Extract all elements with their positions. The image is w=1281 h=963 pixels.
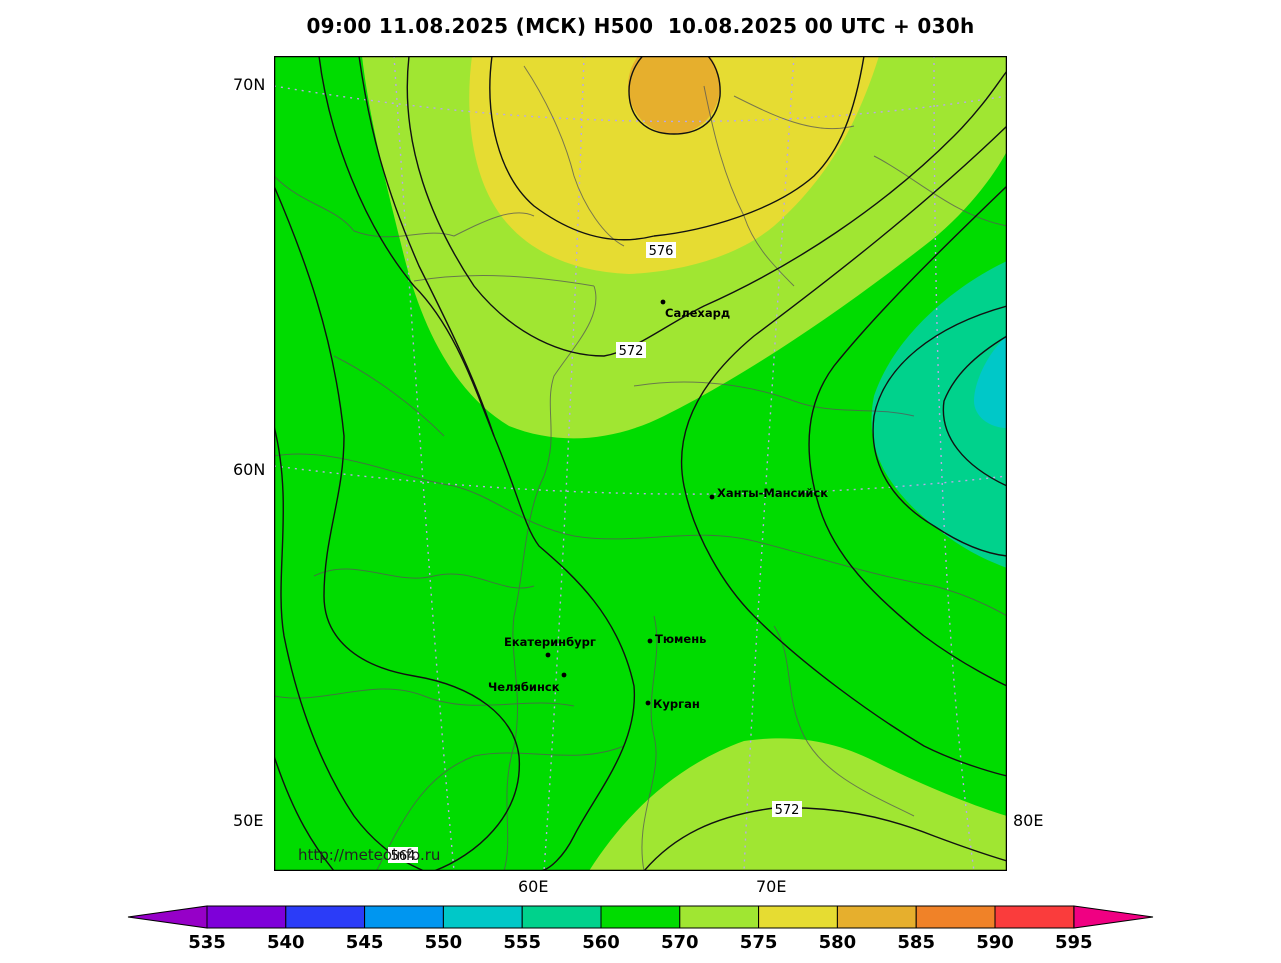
colorbar-tick-label: 575 bbox=[739, 932, 778, 953]
colorbar-cell bbox=[206, 905, 287, 929]
colorbar bbox=[127, 905, 1154, 929]
fill-575 bbox=[469, 56, 879, 274]
colorbar-cell bbox=[442, 905, 523, 929]
city-khanty-mansiysk: Ханты-Мансийск bbox=[717, 486, 828, 500]
colorbar-low-extend bbox=[127, 905, 208, 929]
fill-550 bbox=[974, 336, 1007, 428]
contours bbox=[274, 56, 1007, 871]
contour-label-576: 576 bbox=[649, 244, 674, 259]
city-chelyabinsk: Челябинск bbox=[488, 680, 560, 694]
lon-label-70e: 70E bbox=[756, 877, 787, 896]
lon-label-50e: 50E bbox=[233, 811, 264, 830]
colorbar-cell bbox=[521, 905, 602, 929]
cities: Салехард Ханты-Мансийск Екатеринбург Тюм… bbox=[488, 299, 828, 711]
colorbar-tick-label: 550 bbox=[424, 932, 463, 953]
lon-label-80e: 80E bbox=[1013, 811, 1044, 830]
colorbar-cell bbox=[915, 905, 996, 929]
colorbar-cell bbox=[285, 905, 366, 929]
fill-580 bbox=[628, 56, 720, 134]
colorbar-cell bbox=[679, 905, 760, 929]
colorbar-cell bbox=[994, 905, 1075, 929]
map-border bbox=[273, 55, 1008, 872]
colorbar-tick-label: 590 bbox=[976, 932, 1014, 953]
city-kurgan: Курган bbox=[653, 697, 700, 711]
colorbar-cells bbox=[206, 905, 1075, 929]
colorbar-cell bbox=[758, 905, 838, 929]
contour-labels: 576 572 572 564 bbox=[388, 242, 802, 864]
city-salekhard: Салехард bbox=[665, 306, 730, 320]
colorbar-tick-label: 535 bbox=[188, 932, 226, 953]
contour-label-572-north: 572 bbox=[619, 344, 644, 359]
geopotential-map: 576 572 572 564 Салехард Ханты-Мансийск … bbox=[273, 55, 1008, 872]
colorbar-tick-label: 540 bbox=[267, 932, 305, 953]
colorbar-tick-label: 560 bbox=[582, 932, 620, 953]
city-ekaterinburg: Екатеринбург bbox=[504, 635, 596, 649]
map-canvas: 576 572 572 564 Салехард Ханты-Мансийск … bbox=[273, 55, 1008, 872]
colorbar-high-extend bbox=[1073, 905, 1154, 929]
colorbar-tick-label: 555 bbox=[503, 932, 541, 953]
watermark: http://meteoinfo.ru bbox=[298, 846, 440, 864]
colorbar-cell bbox=[836, 905, 917, 929]
lat-label-70n: 70N bbox=[233, 75, 266, 94]
lat-label-60n: 60N bbox=[233, 460, 266, 479]
contour-label-564: 564 bbox=[391, 849, 416, 864]
colorbar-tick-label: 585 bbox=[897, 932, 935, 953]
colorbar-tick-label: 580 bbox=[818, 932, 857, 953]
contour-label-572-south: 572 bbox=[775, 803, 800, 818]
map-title: 09:00 11.08.2025 (МСК) H500 10.08.2025 0… bbox=[306, 14, 975, 38]
colorbar-cell bbox=[364, 905, 444, 929]
borders bbox=[274, 65, 1007, 871]
colorbar-tick-label: 595 bbox=[1055, 932, 1093, 953]
lon-label-60e: 60E bbox=[518, 877, 549, 896]
colorbar-cell bbox=[600, 905, 681, 929]
colorbar-tick-label: 545 bbox=[345, 932, 384, 953]
city-tyumen: Тюмень bbox=[655, 632, 706, 646]
colorbar-tick-label: 570 bbox=[661, 932, 699, 953]
